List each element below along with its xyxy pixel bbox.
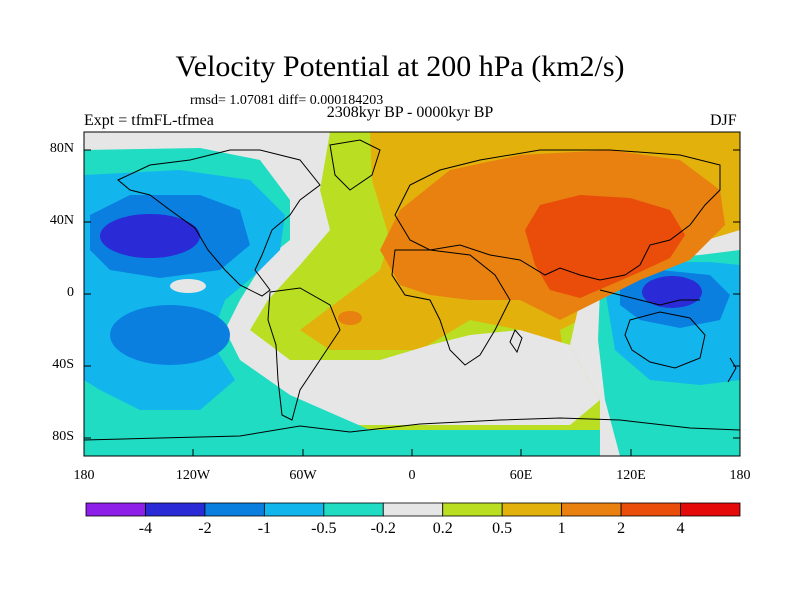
coast-madagascar xyxy=(509,329,523,354)
colorbar-label-4: -0.2 xyxy=(370,520,396,537)
colorbar-label-1: -2 xyxy=(198,520,212,537)
coast-australia xyxy=(624,311,706,369)
colorbar-label-9: 4 xyxy=(676,520,685,537)
lon-label-180w: 180 xyxy=(73,468,95,483)
lat-label-40n: 40N xyxy=(49,213,74,228)
colorbar-label-7: 1 xyxy=(557,520,566,537)
lat-label-40s: 40S xyxy=(52,357,74,372)
colorbar-label-6: 0.5 xyxy=(492,520,513,537)
axis-ticks xyxy=(83,149,741,456)
colorbar-label-3: -0.5 xyxy=(311,520,337,537)
stats-text: rmsd= 1.07081 diff= 0.000184203 xyxy=(190,93,384,108)
period-label: 2308kyr BP - 0000kyr BP xyxy=(326,104,494,121)
lat-label-80s: 80S xyxy=(52,429,74,444)
colorbar-box-5 xyxy=(382,502,444,517)
season-label: DJF xyxy=(710,112,737,129)
patch-1-to-2-atlantic xyxy=(338,311,362,325)
colorbar-box-10 xyxy=(680,502,741,517)
map-title: Velocity Potential at 200 hPa (km2/s) xyxy=(175,50,625,83)
lon-label-60e: 60E xyxy=(509,468,533,483)
contour-field xyxy=(84,132,740,456)
lon-label-120e: 120E xyxy=(616,468,646,483)
colorbar xyxy=(85,502,741,517)
core-2-to-4 xyxy=(525,195,685,298)
colorbar-box-8 xyxy=(561,502,622,517)
coastlines xyxy=(84,139,740,441)
colorbar-label-2: -1 xyxy=(257,520,272,537)
colorbar-label-5: 0.2 xyxy=(432,520,453,537)
colorbar-box-7 xyxy=(501,502,563,517)
colorbar-box-9 xyxy=(620,502,681,517)
coast-antarctica xyxy=(84,417,740,441)
colorbar-label-0: -4 xyxy=(138,520,153,537)
colorbar-box-1 xyxy=(145,502,206,517)
colorbar-box-2 xyxy=(204,502,265,517)
lat-label-0: 0 xyxy=(67,285,74,300)
band-neg-1-to-2-southpacific xyxy=(110,305,230,365)
core-neg-4-to-2-northpacific xyxy=(100,214,200,258)
coast-south-america xyxy=(267,287,341,421)
colorbar-box-4 xyxy=(323,502,384,517)
coast-greenland xyxy=(329,139,381,191)
colorbar-box-0 xyxy=(85,502,146,517)
coast-africa xyxy=(391,249,511,366)
lon-label-0: 0 xyxy=(408,468,416,483)
lon-label-120w: 120W xyxy=(175,468,211,483)
lat-label-80n: 80N xyxy=(49,141,74,156)
experiment-label: Expt = tfmFL-tfmea xyxy=(84,112,214,129)
coast-eurasia xyxy=(394,149,721,281)
lon-label-60w: 60W xyxy=(289,468,317,483)
colorbar-box-6 xyxy=(442,502,503,517)
coast-maritime-continent xyxy=(599,289,700,306)
patch-neutral-eqpacific xyxy=(170,279,206,293)
coast-new-zealand xyxy=(727,357,737,383)
colorbar-label-8: 2 xyxy=(617,520,626,537)
colorbar-box-3 xyxy=(263,502,325,517)
coast-north-america xyxy=(117,149,321,297)
lon-label-180e: 180 xyxy=(729,468,751,483)
